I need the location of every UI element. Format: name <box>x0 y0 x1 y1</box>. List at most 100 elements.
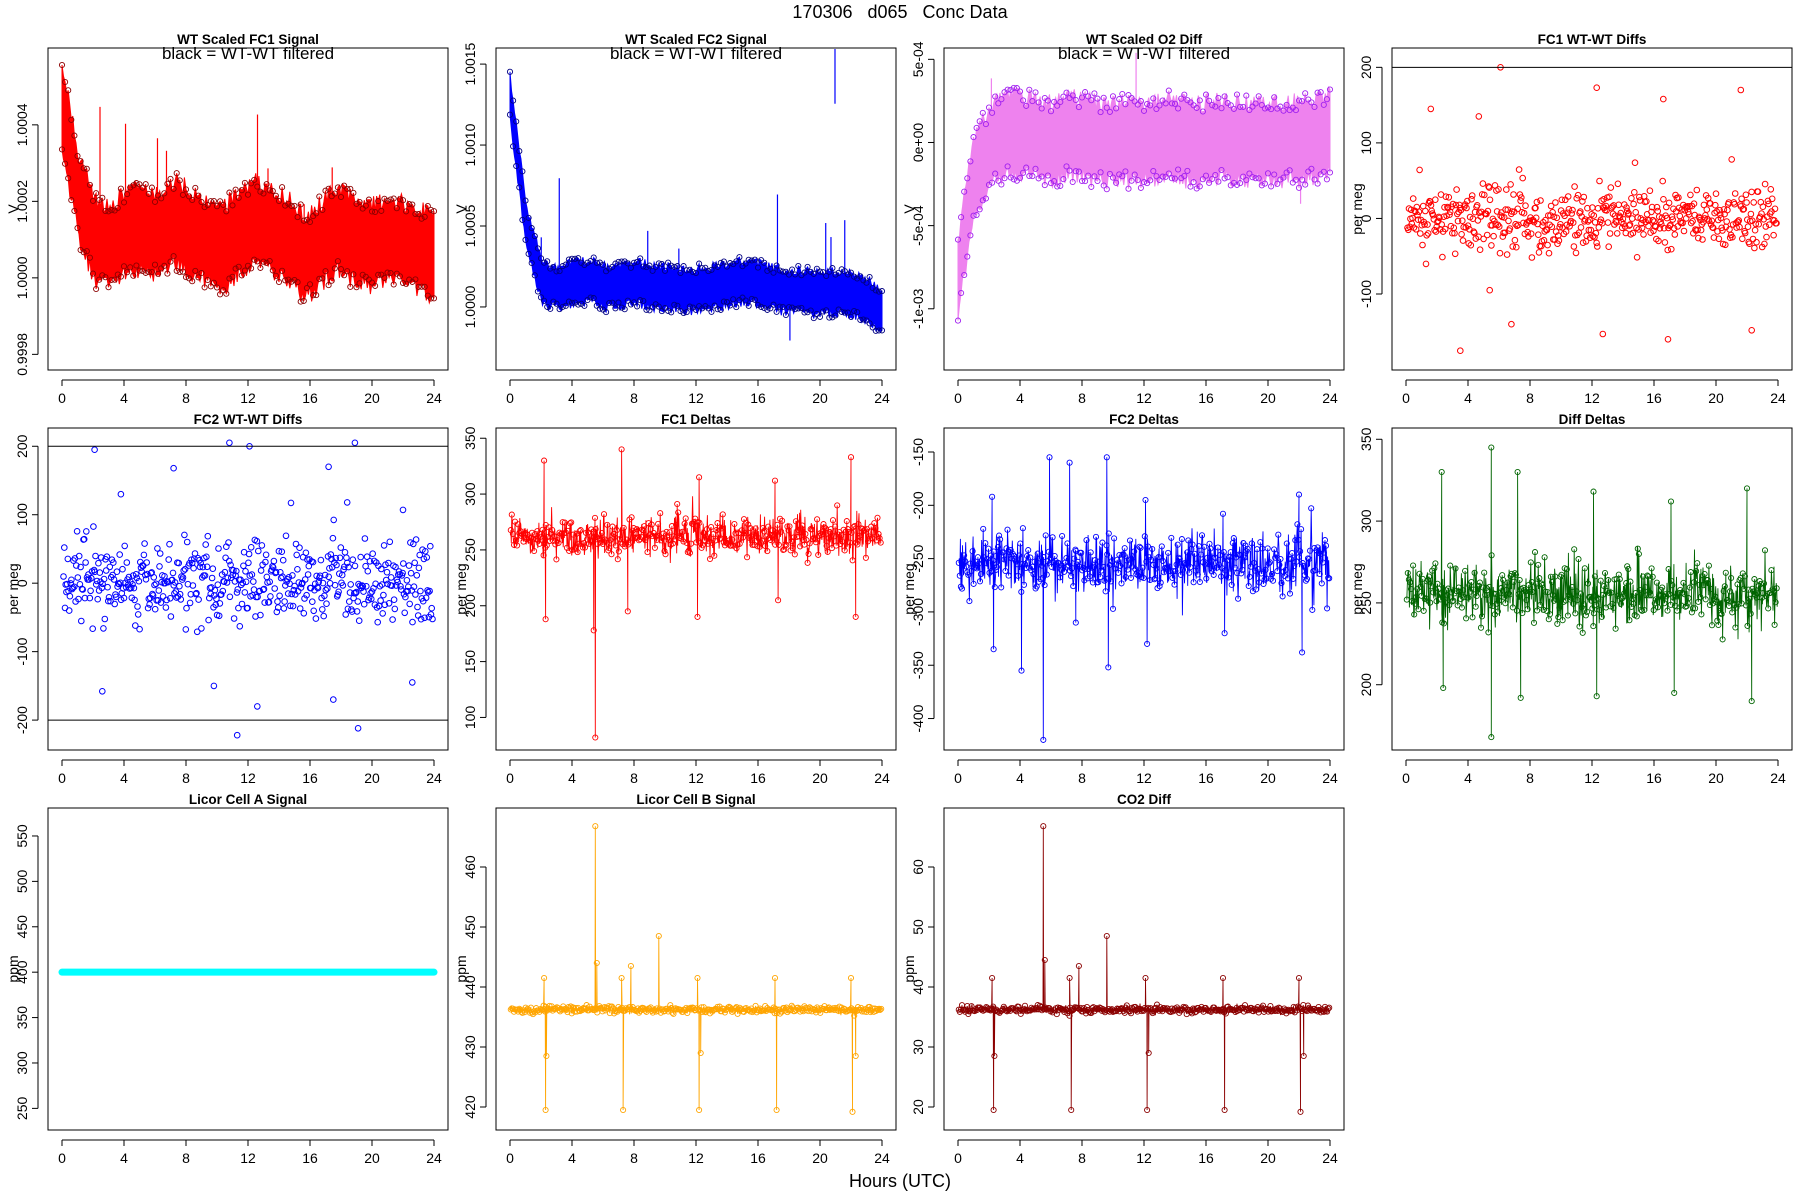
y-tick-label-co2-diff: 60 <box>910 859 926 875</box>
data-point-fc1-deltas <box>652 533 660 540</box>
data-point-fc2-wtwt <box>195 596 202 603</box>
y-axis-label-fc2-signal: V <box>453 204 469 214</box>
data-point-fc2-deltas <box>994 543 1002 551</box>
data-point-fc2-deltas <box>1271 546 1278 553</box>
data-point-fc2-deltas <box>1288 555 1295 563</box>
data-point-fc2-deltas <box>1307 547 1314 554</box>
x-tick-label-diff-deltas: 0 <box>1402 770 1410 786</box>
data-point-diff-deltas <box>1773 585 1780 592</box>
data-point-fc2-wtwt <box>309 558 317 566</box>
data-point-fc2-signal <box>789 304 796 311</box>
data-point-diff-deltas <box>1582 612 1589 619</box>
data-point-fc1-signal <box>424 202 431 210</box>
data-point-fc2-signal <box>572 299 579 306</box>
data-point-fc2-wtwt <box>339 582 347 589</box>
data-point-licor-b <box>876 1005 883 1012</box>
data-point-fc1-wtwt <box>1446 211 1453 218</box>
data-point-diff-deltas <box>1473 592 1480 600</box>
data-point-fc1-deltas <box>591 514 599 521</box>
data-point-fc1-wtwt <box>1655 237 1662 245</box>
data-point-fc2-wtwt <box>91 568 99 576</box>
data-point-fc2-deltas <box>1149 545 1156 553</box>
data-point-fc2-wtwt <box>215 612 223 620</box>
data-point-diff-deltas <box>1601 569 1609 577</box>
data-point-fc2-deltas <box>990 646 997 653</box>
data-point-fc2-deltas <box>1273 551 1280 558</box>
data-point-fc1-wtwt <box>1467 241 1475 249</box>
data-point-fc2-deltas <box>1066 459 1073 466</box>
data-point-diff-deltas <box>1440 620 1447 627</box>
data-point-fc2-signal <box>761 259 768 266</box>
data-point-diff-deltas <box>1571 546 1578 553</box>
data-point-fc2-signal <box>593 259 600 266</box>
data-point-fc2-deltas <box>1040 736 1047 743</box>
data-point-diff-deltas <box>1513 607 1521 614</box>
data-point-fc1-signal <box>117 273 124 280</box>
data-point-fc2-deltas <box>1042 532 1049 539</box>
data-point-fc2-deltas <box>975 560 982 567</box>
data-point-diff-deltas <box>1623 580 1630 587</box>
data-point-fc2-deltas <box>1121 545 1128 552</box>
data-point-fc2-wtwt <box>144 570 151 578</box>
data-point-fc2-signal <box>652 263 659 270</box>
data-point-fc1-wtwt <box>1417 230 1424 237</box>
data-point-fc1-wtwt <box>1748 188 1755 196</box>
data-point-fc1-signal <box>192 184 199 191</box>
data-point-fc2-wtwt <box>300 610 308 617</box>
data-point-fc1-wtwt <box>1712 190 1720 197</box>
y-tick-label-fc2-signal: 1.0015 <box>462 42 478 85</box>
data-point-fc2-wtwt <box>190 564 197 572</box>
x-tick-label-fc2-wtwt: 24 <box>426 770 442 786</box>
data-point-fc1-wtwt <box>1486 184 1493 191</box>
data-point-fc2-deltas <box>967 560 974 567</box>
data-point-fc1-wtwt <box>1653 203 1661 211</box>
data-point-fc2-wtwt <box>271 585 279 592</box>
data-point-co2-diff <box>1040 823 1047 830</box>
data-point-diff-deltas <box>1598 613 1605 620</box>
data-point-fc2-wtwt <box>301 576 309 583</box>
data-point-fc1-signal <box>244 191 252 198</box>
data-point-fc2-wtwt <box>333 561 340 569</box>
data-point-fc1-wtwt <box>1571 183 1578 190</box>
data-point-fc2-wtwt <box>412 536 420 543</box>
data-point-fc1-deltas <box>799 522 806 529</box>
data-point-fc1-wtwt <box>1414 216 1422 223</box>
data-point-diff-deltas <box>1554 620 1561 627</box>
data-point-diff-deltas <box>1517 694 1524 701</box>
data-point-diff-deltas <box>1621 590 1628 597</box>
data-point-fc2-deltas <box>1016 552 1023 559</box>
data-point-fc1-wtwt <box>1572 249 1580 257</box>
x-tick-label-licor-a: 20 <box>364 1150 380 1166</box>
data-point-fc1-deltas <box>574 549 581 556</box>
data-point-fc2-deltas <box>1292 537 1299 544</box>
data-point-co2-diff <box>1326 1004 1333 1011</box>
data-point-fc1-deltas <box>603 537 610 544</box>
data-point-o2-diff <box>1078 94 1086 101</box>
data-point-fc1-wtwt <box>1716 206 1723 214</box>
data-point-fc1-signal <box>145 268 152 276</box>
data-point-fc1-wtwt <box>1540 236 1548 244</box>
data-point-fc2-signal <box>745 256 752 263</box>
data-point-diff-deltas <box>1742 602 1750 609</box>
data-point-fc1-signal <box>384 269 391 276</box>
y-tick-label-fc2-signal: 1.0010 <box>462 123 478 166</box>
data-point-diff-deltas <box>1732 624 1739 631</box>
data-point-fc2-wtwt <box>236 623 244 630</box>
plot-frame-diff-deltas <box>1391 427 1793 751</box>
data-point-fc2-signal <box>863 279 870 286</box>
data-point-co2-diff <box>1241 1002 1249 1009</box>
data-point-fc1-wtwt <box>1479 180 1487 187</box>
data-point-fc1-deltas <box>612 542 619 549</box>
data-point-fc2-deltas <box>1201 543 1208 550</box>
data-point-fc1-wtwt <box>1503 251 1511 258</box>
data-point-fc1-deltas <box>613 527 620 534</box>
data-point-fc2-wtwt <box>310 607 318 615</box>
data-point-fc1-wtwt <box>1724 206 1731 214</box>
data-point-fc1-deltas <box>812 539 820 546</box>
data-point-diff-deltas <box>1524 606 1531 613</box>
data-point-fc1-signal <box>74 224 81 232</box>
x-tick-label-co2-diff: 20 <box>1260 1150 1276 1166</box>
data-point-diff-deltas <box>1425 573 1433 580</box>
x-tick-label-co2-diff: 16 <box>1198 1150 1214 1166</box>
data-point-fc2-signal <box>637 297 644 304</box>
